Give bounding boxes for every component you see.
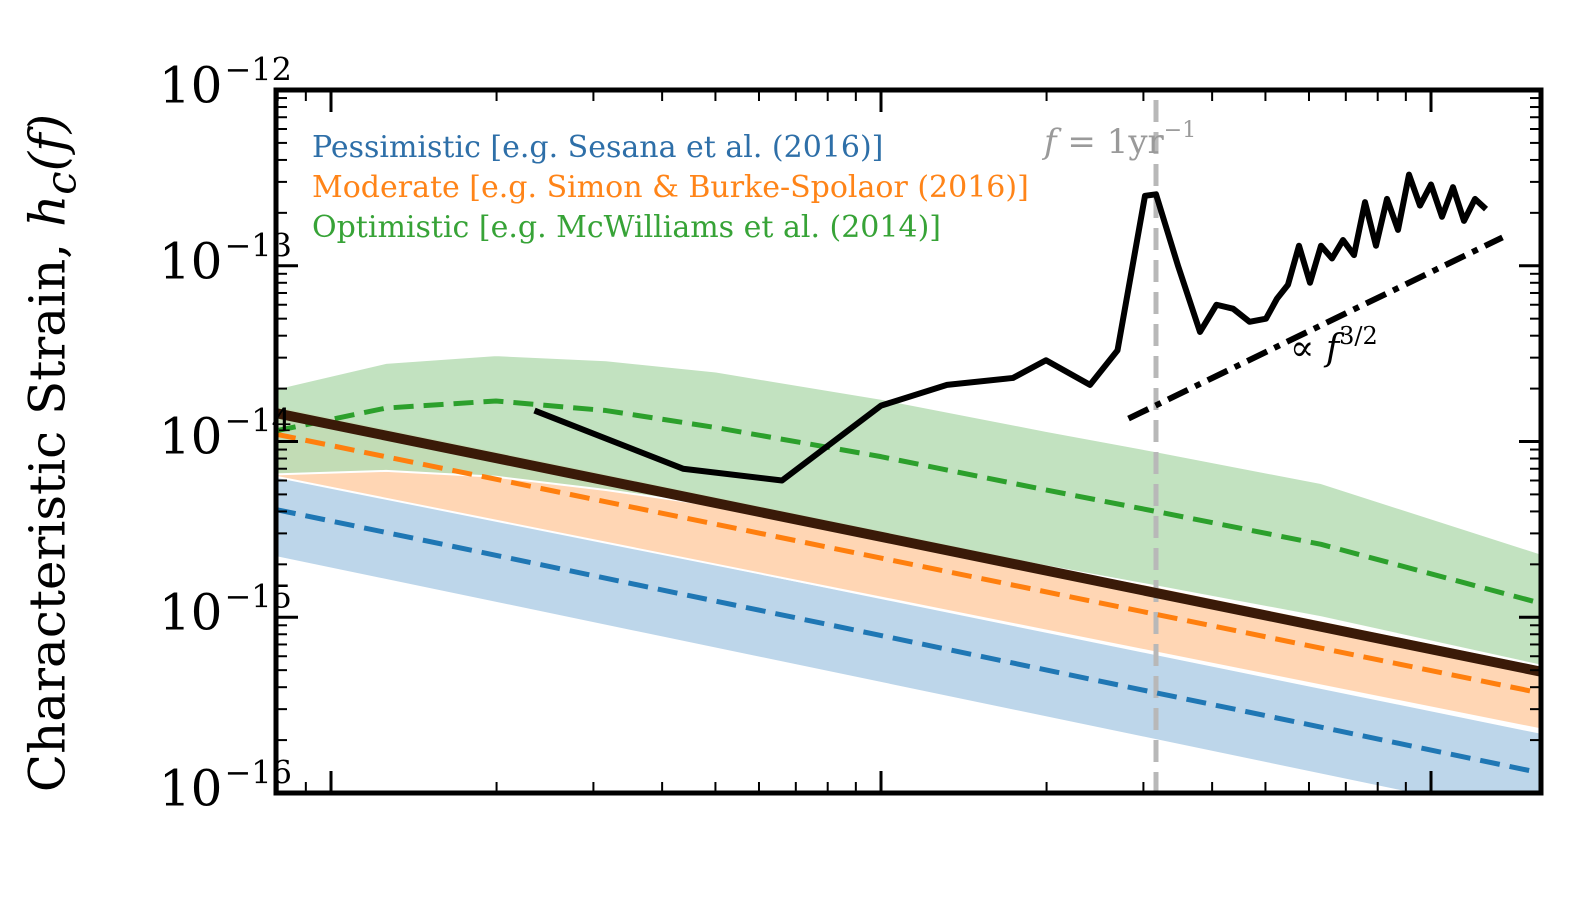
legend-item-optimistic: Optimistic [e.g. McWilliams et al. (2014… [312,210,941,245]
lines-layer [276,171,1541,776]
legend-item-pessimistic: Pessimistic [e.g. Sesana et al. (2016)] [312,130,884,165]
annotation-slope: ∝ f3/2 [1290,322,1378,369]
y-axis-label: Characteristic Strain, hc(f) [18,113,86,793]
series-line-moderate_median [276,408,1541,677]
series-line-optimistic [276,398,1541,606]
y-tick-label-1e-13: 10−13 [158,226,292,291]
annotation-one-year: f = 1yr−1 [1044,118,1197,162]
series-line-moderate [276,431,1541,696]
series-line-sensitivity_curve [533,171,1489,484]
legend-item-moderate: Moderate [e.g. Simon & Burke-Spolaor (20… [312,170,1029,205]
y-tick-label-1e-15: 10−15 [158,577,292,642]
band-pessimistic [276,473,1541,793]
series-line-slope_guide [1127,234,1504,422]
y-tick-label-1e-12: 10−12 [158,50,292,115]
bands-layer [276,354,1541,793]
series-line-pessimistic [276,507,1541,776]
plot-frame [273,87,1544,796]
legend: Pessimistic [e.g. Sesana et al. (2016)] … [312,128,1029,248]
y-tick-label-1e-14: 10−14 [158,401,292,466]
y-tick-label-1e-16: 10−16 [158,753,292,818]
